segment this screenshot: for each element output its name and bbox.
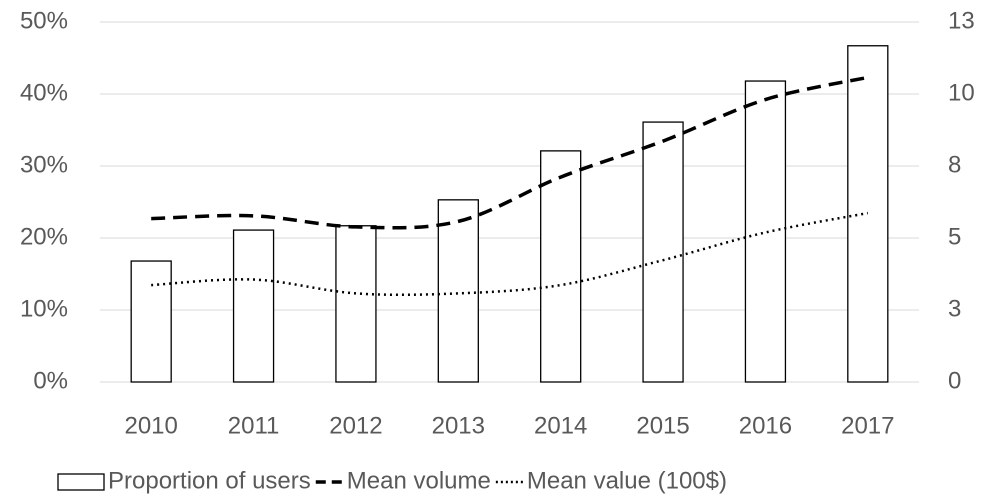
- legend-swatch: [57, 473, 105, 491]
- y2-tick-label: 5: [948, 223, 961, 250]
- x-tick-label: 2014: [534, 412, 587, 439]
- bar: [744, 80, 787, 383]
- legend-label: Mean volume: [347, 467, 491, 494]
- y2-tick-label: 0: [948, 367, 961, 394]
- legend-label: Proportion of users: [108, 467, 311, 494]
- x-tick-label: 2010: [124, 412, 177, 439]
- y-tick-label: 0%: [33, 367, 68, 394]
- y-tick-label: 50%: [20, 7, 68, 34]
- y-tick-label: 40%: [20, 79, 68, 106]
- bar: [437, 199, 479, 383]
- y2-tick-label: 8: [948, 151, 961, 178]
- y2-tick-label: 13: [948, 7, 975, 34]
- x-tick-label: 2013: [432, 412, 485, 439]
- bar: [642, 121, 684, 383]
- bar: [130, 260, 172, 383]
- legend-label: Mean value (100$): [527, 467, 727, 494]
- x-tick-label: 2012: [329, 412, 382, 439]
- bar: [540, 150, 582, 383]
- x-tick-label: 2015: [636, 412, 689, 439]
- bar: [335, 225, 377, 383]
- x-tick-label: 2016: [739, 412, 792, 439]
- x-tick-label: 2011: [228, 412, 280, 439]
- y-tick-label: 10%: [20, 295, 68, 322]
- y-tick-label: 20%: [20, 223, 68, 250]
- y2-tick-label: 3: [948, 295, 961, 322]
- x-tick-label: 2017: [841, 412, 894, 439]
- bar: [232, 229, 275, 383]
- y-tick-label: 30%: [20, 151, 68, 178]
- line: [151, 75, 869, 230]
- y2-tick-label: 10: [948, 79, 975, 106]
